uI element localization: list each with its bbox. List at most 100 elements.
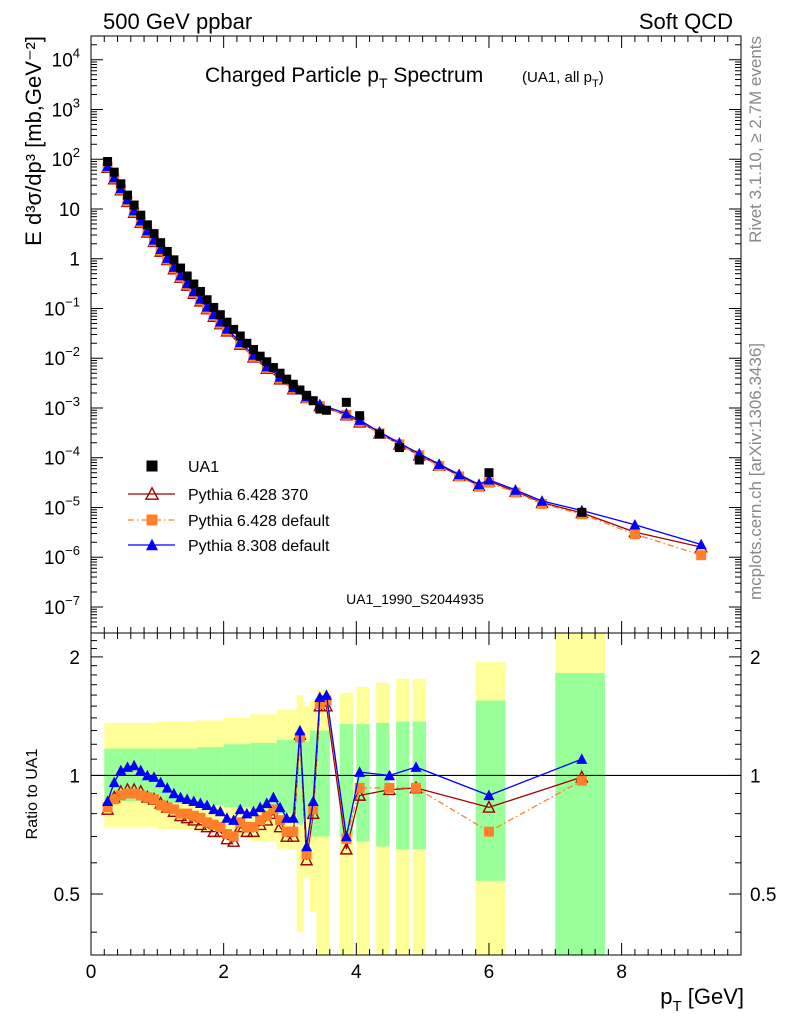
ratio-point <box>115 764 127 776</box>
y-tick-label: 102 <box>52 145 80 171</box>
y-axis-label: E d³σ/dp³ [mb,GeV⁻²] <box>21 36 46 246</box>
ratio-point <box>129 788 140 799</box>
ratio-point <box>294 724 306 736</box>
data-point <box>275 368 285 378</box>
y-tick-label: 10−1 <box>44 294 80 320</box>
data-point <box>116 179 126 189</box>
ratio-point <box>135 790 146 801</box>
data-point <box>182 271 192 281</box>
stat-uncertainty-band <box>309 730 317 837</box>
ratio-point <box>142 792 153 803</box>
stat-uncertainty-band <box>197 747 224 806</box>
ratio-point <box>287 812 299 823</box>
ratio-point <box>141 769 153 781</box>
data-point <box>149 229 159 239</box>
ratio-y-tick-label: 0.5 <box>54 885 80 906</box>
y-tick-exponent: 4 <box>73 46 80 61</box>
legend-marker <box>146 460 158 472</box>
ratio-point <box>383 769 395 781</box>
x-label-part: p <box>660 984 672 1009</box>
ratio-y-tick-label-right: 2 <box>750 648 761 669</box>
ratio-y-axis-label: Ratio to UA1 <box>24 749 41 840</box>
data-point <box>229 324 239 334</box>
data-point <box>341 397 351 407</box>
data-point <box>629 529 640 540</box>
ratio-point <box>155 776 167 788</box>
data-point <box>414 455 424 465</box>
y-tick-label: 10−3 <box>44 394 80 420</box>
data-point <box>308 396 318 406</box>
ratio-point <box>352 788 367 801</box>
data-point <box>202 295 212 305</box>
data-point <box>255 351 265 361</box>
ratio-point <box>215 821 226 832</box>
ratio-point <box>308 804 319 815</box>
side-label-rivet: Rivet 3.1.10, ≥ 2.7M events <box>746 36 765 243</box>
ratio-point <box>301 840 313 852</box>
x-label-sub: T <box>672 998 681 1015</box>
data-point <box>509 484 521 495</box>
ratio-point <box>254 801 266 813</box>
data-point <box>321 405 331 415</box>
ratio-point <box>267 791 279 803</box>
ratio-point <box>102 795 114 806</box>
ratio-point <box>128 759 140 771</box>
y-tick-label: 10 <box>59 200 80 221</box>
ratio-point <box>321 695 332 706</box>
x-tick-label: 6 <box>484 962 495 983</box>
ratio-point <box>235 817 246 828</box>
data-point <box>195 286 205 296</box>
y-tick-exponent: −2 <box>65 344 80 359</box>
ratio-point <box>482 800 496 813</box>
legend-label: Pythia 6.428 default <box>188 513 330 530</box>
data-point <box>696 550 707 561</box>
ratio-point <box>234 803 246 815</box>
ratio-point <box>148 771 160 782</box>
data-point <box>142 220 152 230</box>
legend-label: Pythia 8.308 default <box>188 538 330 555</box>
ratio-point <box>201 799 213 811</box>
data-point <box>103 157 113 167</box>
note-sub: T <box>592 78 599 90</box>
ratio-point <box>483 789 495 801</box>
ratio-point <box>273 819 287 833</box>
y-tick-label: 10−6 <box>44 543 80 569</box>
data-point <box>629 518 641 530</box>
y-tick-label: 10−2 <box>44 344 80 370</box>
x-tick-label: 4 <box>351 962 362 983</box>
x-tick-label: 2 <box>218 962 229 983</box>
side-label-mcplots: mcplots.cern.ch [arXiv:1306.3436] <box>746 343 765 600</box>
ratio-point <box>135 764 147 776</box>
stat-uncertainty-band <box>396 721 410 850</box>
legend-marker <box>144 486 160 500</box>
ratio-point <box>261 797 273 808</box>
ratio-point <box>384 782 395 793</box>
data-point <box>215 310 225 320</box>
y-tick-exponent: 3 <box>73 95 80 110</box>
data-point <box>262 357 272 367</box>
chart-title-part: Charged Particle p <box>205 64 379 87</box>
chart-title-part: Spectrum <box>388 64 484 87</box>
ratio-point <box>288 826 299 837</box>
chart-title-sub: T <box>379 75 388 91</box>
ratio-point <box>221 829 232 840</box>
ratio-point <box>410 761 422 772</box>
ratio-point <box>188 795 200 806</box>
data-point <box>355 411 365 421</box>
ratio-point <box>268 804 279 815</box>
data-point <box>222 317 232 327</box>
ratio-point <box>228 831 239 842</box>
legend-marker <box>146 538 158 551</box>
ratio-point <box>320 689 332 700</box>
data-point <box>695 538 707 550</box>
data-point <box>375 429 385 439</box>
ratio-point <box>221 812 233 823</box>
spectrum-panel: 10−7 10−6 10−5 10−4 10−3 10−2 10−1 1 10 102 103 104… <box>21 35 742 634</box>
data-point <box>109 167 119 177</box>
ratio-point <box>299 852 314 866</box>
ratio-point <box>115 790 126 801</box>
ratio-point <box>576 775 587 786</box>
stat-uncertainty-band <box>276 740 297 814</box>
ratio-point <box>248 821 259 832</box>
